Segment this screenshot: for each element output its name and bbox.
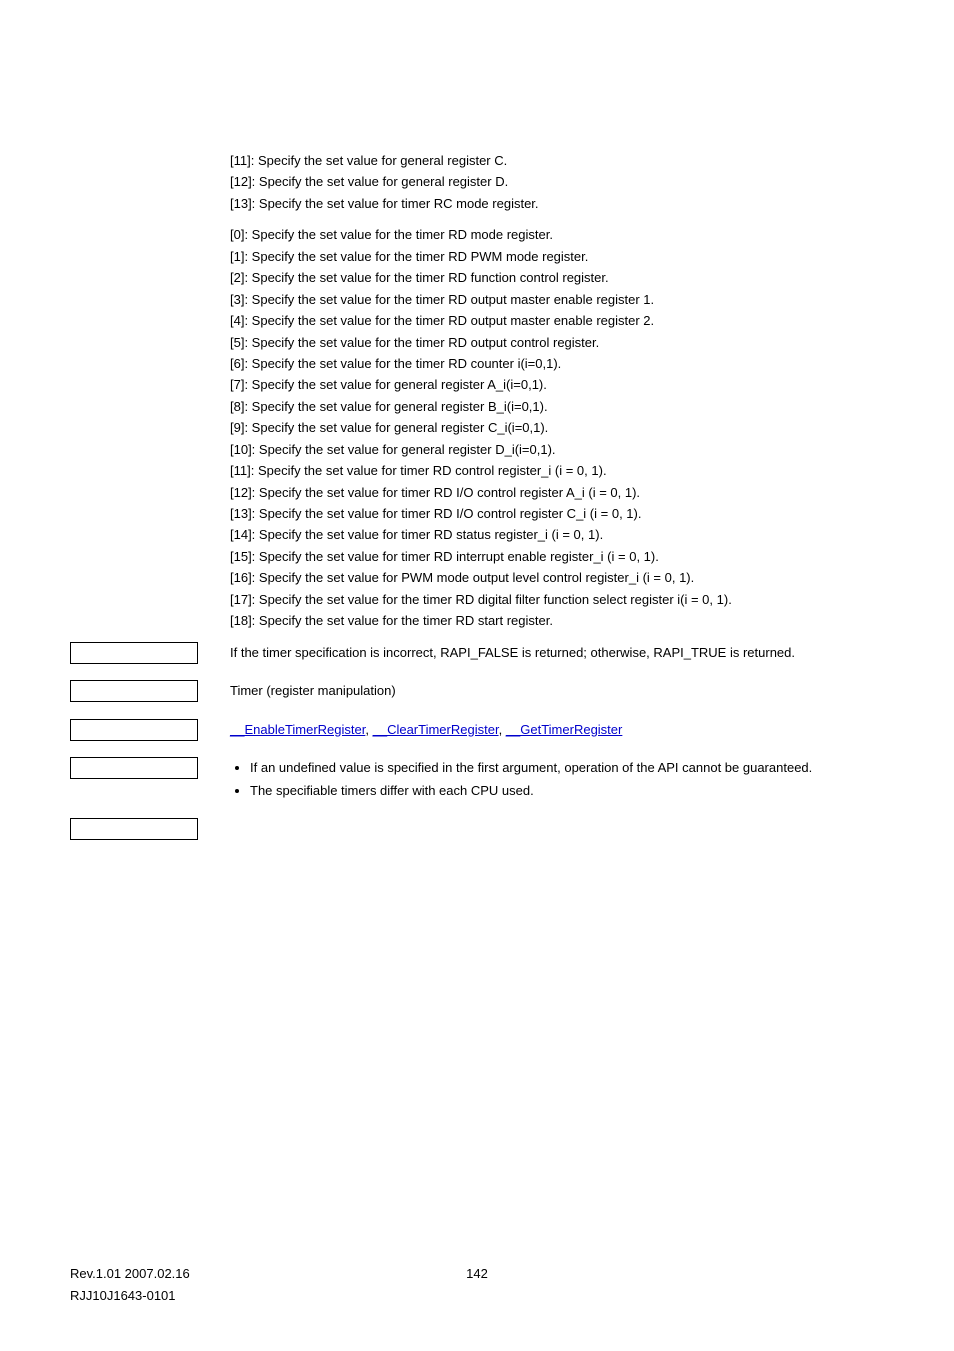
spec-line: [12]: Specify the set value for timer RD… <box>230 482 884 503</box>
separator: , <box>499 722 506 737</box>
functionality-text: Timer (register manipulation) <box>230 680 884 701</box>
label-return-value <box>70 642 198 664</box>
spec-line: [2]: Specify the set value for the timer… <box>230 267 884 288</box>
spec-line: [13]: Specify the set value for timer RD… <box>230 503 884 524</box>
link-get-timer-register[interactable]: __GetTimerRegister <box>506 722 623 737</box>
label-empty <box>70 818 198 840</box>
spec-line: [8]: Specify the set value for general r… <box>230 396 884 417</box>
remark-item: The specifiable timers differ with each … <box>250 780 884 801</box>
reference-links: __EnableTimerRegister, __ClearTimerRegis… <box>230 719 884 740</box>
label-remark <box>70 757 198 779</box>
spec-line: [3]: Specify the set value for the timer… <box>230 289 884 310</box>
spec-line: [4]: Specify the set value for the timer… <box>230 310 884 331</box>
page-number: 142 <box>70 1263 884 1284</box>
footer-doc-id: RJJ10J1643-0101 <box>70 1285 190 1306</box>
spec-block-2: [0]: Specify the set value for the timer… <box>230 224 884 631</box>
label-reference <box>70 719 198 741</box>
spec-line: [11]: Specify the set value for general … <box>230 150 884 171</box>
remark-list: If an undefined value is specified in th… <box>230 757 884 802</box>
label-functionality <box>70 680 198 702</box>
spec-line: [12]: Specify the set value for general … <box>230 171 884 192</box>
spec-line: [6]: Specify the set value for the timer… <box>230 353 884 374</box>
spec-line: [17]: Specify the set value for the time… <box>230 589 884 610</box>
spec-line: [15]: Specify the set value for timer RD… <box>230 546 884 567</box>
spec-line: [10]: Specify the set value for general … <box>230 439 884 460</box>
spec-line: [13]: Specify the set value for timer RC… <box>230 193 884 214</box>
spec-line: [9]: Specify the set value for general r… <box>230 417 884 438</box>
spec-line: [14]: Specify the set value for timer RD… <box>230 524 884 545</box>
spec-line: [0]: Specify the set value for the timer… <box>230 224 884 245</box>
spec-line: [16]: Specify the set value for PWM mode… <box>230 567 884 588</box>
spec-line: [7]: Specify the set value for general r… <box>230 374 884 395</box>
link-enable-timer-register[interactable]: __EnableTimerRegister <box>230 722 365 737</box>
spec-line: [1]: Specify the set value for the timer… <box>230 246 884 267</box>
spec-line: [5]: Specify the set value for the timer… <box>230 332 884 353</box>
remark-item: If an undefined value is specified in th… <box>250 757 884 778</box>
link-clear-timer-register[interactable]: __ClearTimerRegister <box>373 722 499 737</box>
separator: , <box>365 722 372 737</box>
spec-block-1: [11]: Specify the set value for general … <box>230 150 884 214</box>
spec-line: [11]: Specify the set value for timer RD… <box>230 460 884 481</box>
return-value-text: If the timer specification is incorrect,… <box>230 642 884 663</box>
spec-line: [18]: Specify the set value for the time… <box>230 610 884 631</box>
